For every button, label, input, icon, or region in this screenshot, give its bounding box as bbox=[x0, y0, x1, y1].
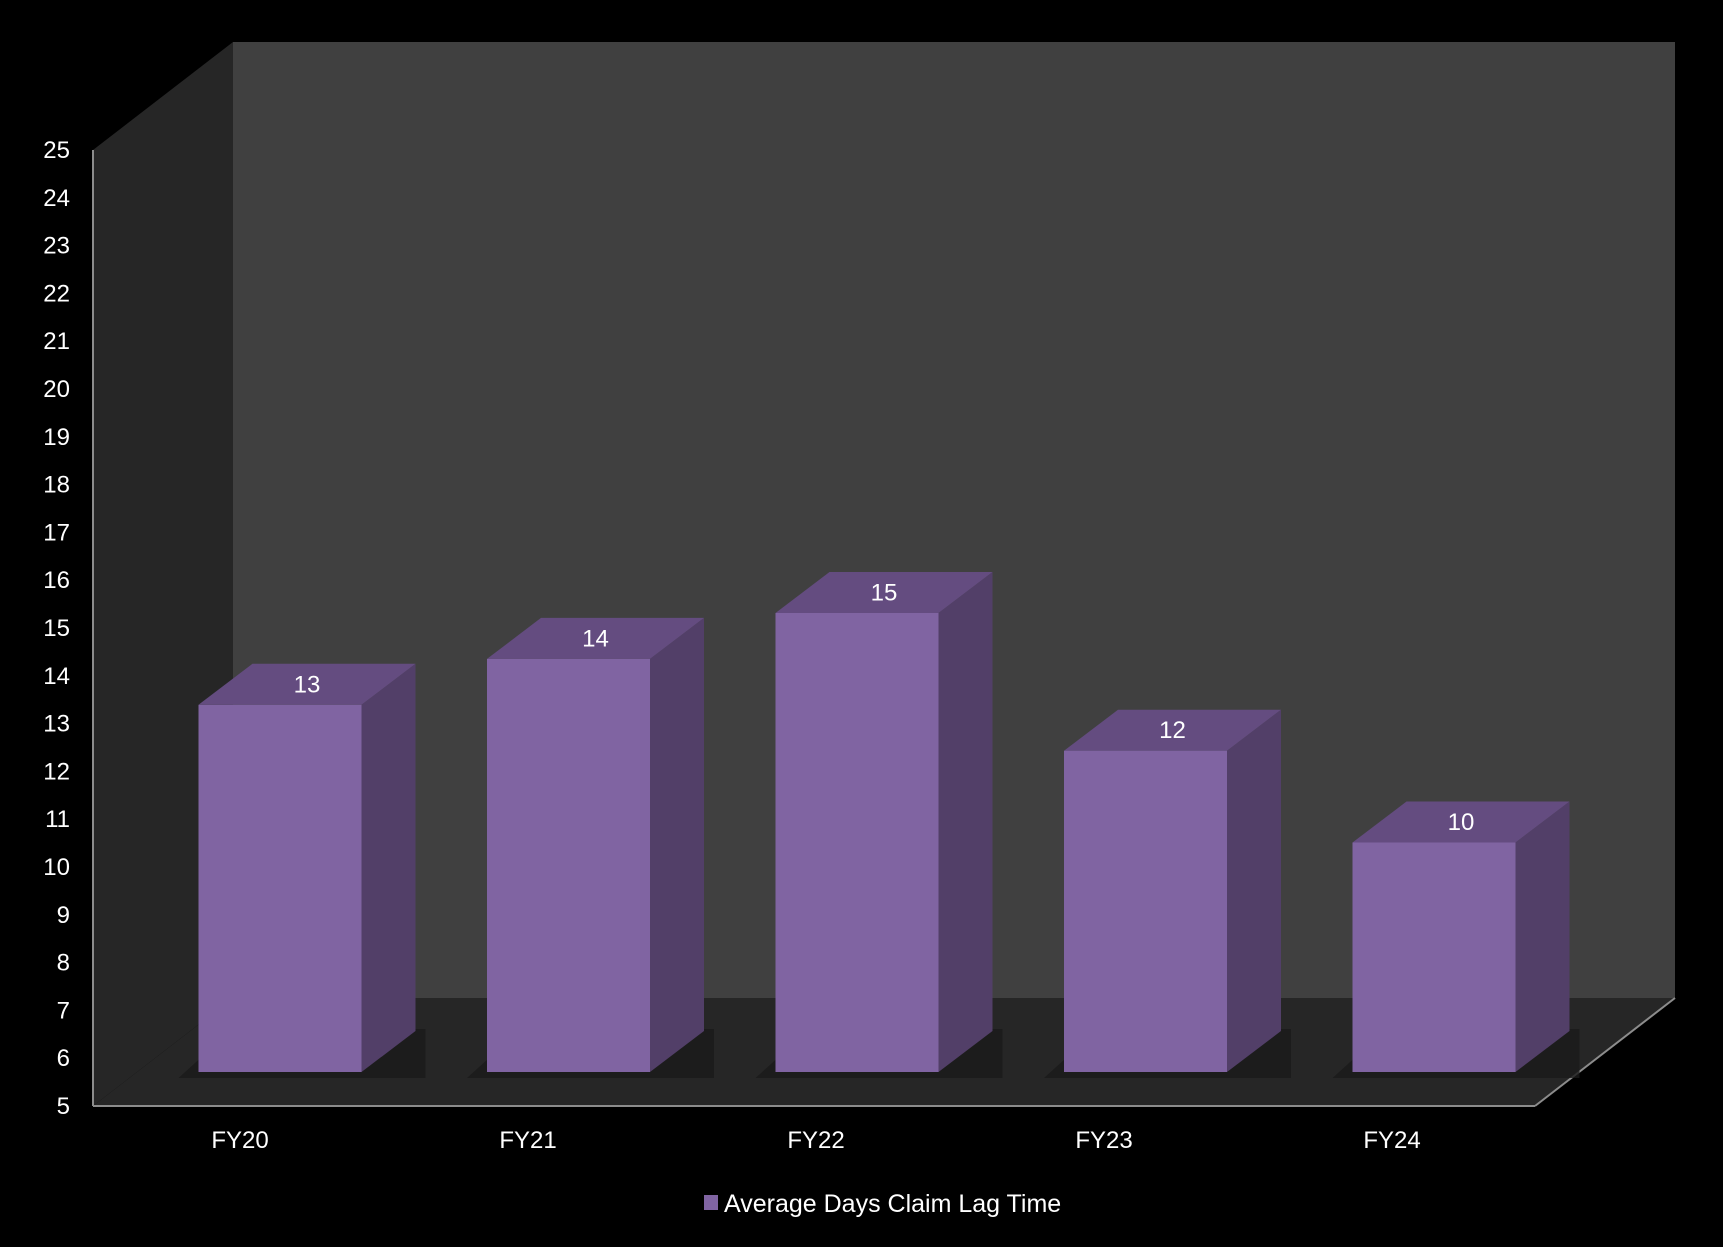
y-tick-label: 8 bbox=[57, 950, 70, 977]
data-label: 13 bbox=[294, 671, 321, 698]
bar: 14 bbox=[467, 617, 714, 1078]
x-category-label: FY22 bbox=[787, 1127, 844, 1154]
bar: 15 bbox=[755, 572, 1003, 1078]
y-tick-label: 11 bbox=[45, 806, 70, 833]
y-tick-label: 13 bbox=[43, 711, 70, 738]
bar-top bbox=[487, 617, 704, 659]
bar-side bbox=[1515, 801, 1570, 1072]
x-category-label: FY24 bbox=[1363, 1127, 1420, 1154]
y-tick-label: 10 bbox=[43, 854, 70, 881]
bar-front bbox=[1064, 750, 1227, 1072]
bar-front bbox=[487, 658, 650, 1072]
legend-label: Average Days Claim Lag Time bbox=[724, 1190, 1061, 1218]
side-wall bbox=[93, 42, 233, 1106]
y-tick-label: 9 bbox=[57, 902, 70, 929]
data-label: 12 bbox=[1159, 717, 1186, 744]
bar-series: 13 14 15 12 10 bbox=[178, 572, 1580, 1078]
bar-side bbox=[938, 572, 993, 1072]
y-tick-label: 6 bbox=[57, 1045, 70, 1072]
y-tick-label: 12 bbox=[43, 758, 70, 785]
legend: Average Days Claim Lag Time bbox=[704, 1190, 1061, 1218]
y-tick-label: 24 bbox=[43, 185, 70, 212]
legend-swatch bbox=[704, 1195, 718, 1210]
y-tick-label: 22 bbox=[43, 280, 70, 307]
bar-top bbox=[1064, 709, 1281, 751]
bar-side bbox=[650, 617, 704, 1072]
bar-side bbox=[1227, 709, 1281, 1072]
x-category-label: FY23 bbox=[1075, 1127, 1132, 1154]
bar: 13 bbox=[178, 663, 426, 1078]
y-tick-label: 25 bbox=[43, 137, 70, 164]
bar-side bbox=[361, 663, 416, 1072]
y-tick-label: 19 bbox=[43, 424, 70, 451]
data-label: 15 bbox=[871, 580, 898, 607]
y-tick-label: 18 bbox=[43, 472, 70, 499]
bar: 12 bbox=[1044, 709, 1291, 1078]
y-tick-label: 21 bbox=[43, 328, 70, 355]
bar-top bbox=[1352, 801, 1570, 843]
y-tick-label: 14 bbox=[43, 663, 70, 690]
bar: 10 bbox=[1332, 801, 1580, 1078]
y-tick-label: 23 bbox=[43, 233, 70, 260]
y-tick-label: 15 bbox=[43, 615, 70, 642]
x-category-label: FY21 bbox=[499, 1127, 556, 1154]
floor-edge-line bbox=[1534, 997, 1676, 1107]
data-label: 10 bbox=[1448, 809, 1475, 836]
x-category-label: FY20 bbox=[211, 1127, 268, 1154]
bar-top bbox=[198, 663, 416, 705]
y-axis-ticks: 5 6 7 8 9 10 11 12 13 14 15 16 17 18 19 20 21 22 23 24 25 bbox=[43, 137, 70, 1120]
y-tick-label: 20 bbox=[43, 376, 70, 403]
bar-front bbox=[198, 704, 362, 1072]
y-tick-label: 7 bbox=[57, 997, 70, 1024]
y-tick-label: 16 bbox=[43, 567, 70, 594]
bar-front bbox=[1352, 842, 1516, 1072]
bar-top bbox=[775, 572, 993, 613]
bar-front bbox=[775, 613, 939, 1072]
x-axis-categories: FY20 FY21 FY22 FY23 FY24 bbox=[211, 1127, 1420, 1154]
data-label: 14 bbox=[582, 625, 609, 652]
y-tick-label: 17 bbox=[43, 519, 70, 546]
y-tick-label: 5 bbox=[57, 1093, 70, 1120]
